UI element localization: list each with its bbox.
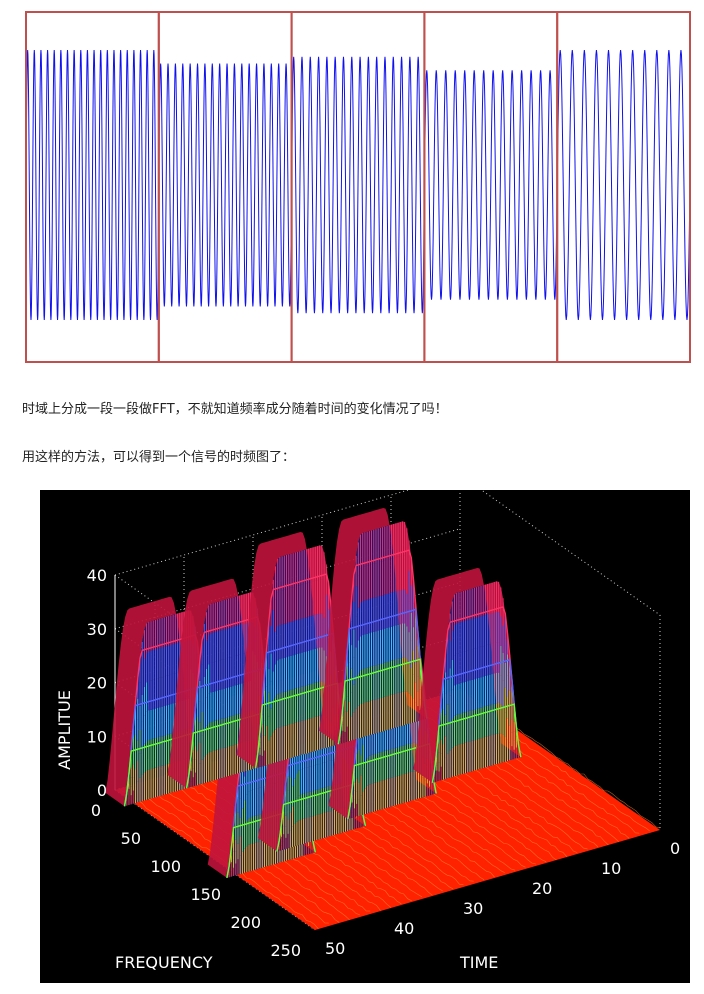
z-tick-label: 40 — [87, 566, 107, 585]
paragraph-time-frequency-intro: 用这样的方法，可以得到一个信号的时频图了： — [22, 446, 295, 465]
z-tick-label: 20 — [87, 674, 107, 693]
time-tick-label: 40 — [394, 919, 414, 938]
signal-segment — [159, 64, 292, 307]
peak — [319, 508, 427, 744]
time-tick-label: 50 — [325, 939, 345, 958]
signal-segment — [26, 50, 159, 320]
peak — [413, 568, 521, 783]
freq-tick-label: 100 — [150, 857, 181, 876]
time-tick-label: 10 — [601, 859, 621, 878]
z-axis-label: AMPLITUE — [55, 690, 74, 770]
signal-segment — [557, 50, 690, 320]
time-tick-label: 30 — [463, 899, 483, 918]
signal-waveform-figure — [0, 0, 704, 372]
time-tick-label: 20 — [532, 879, 552, 898]
z-tick-label: 30 — [87, 620, 107, 639]
freq-tick-label: 50 — [121, 829, 141, 848]
x-axis-label: FREQUENCY — [115, 953, 213, 972]
time-frequency-3d-plot: 40 30 20 10 0 0 50 100 150 200 250 0 10 20 30 40 50 AMPL… — [40, 490, 690, 983]
time-tick-label: 0 — [670, 839, 680, 858]
freq-tick-label: 0 — [91, 801, 101, 820]
z-tick-label: 10 — [87, 727, 107, 746]
freq-tick-label: 200 — [230, 913, 261, 932]
y-axis-label: TIME — [459, 953, 498, 972]
signal-segment — [424, 70, 557, 300]
freq-tick-label: 250 — [270, 941, 301, 960]
paragraph-stft-explanation: 时域上分成一段一段做FFT，不就知道频率成分随着时间的变化情况了吗！ — [22, 398, 448, 417]
freq-tick-label: 150 — [190, 885, 221, 904]
signal-waveform — [26, 50, 690, 320]
signal-segment — [292, 57, 425, 314]
z-tick-label: 0 — [97, 781, 107, 800]
